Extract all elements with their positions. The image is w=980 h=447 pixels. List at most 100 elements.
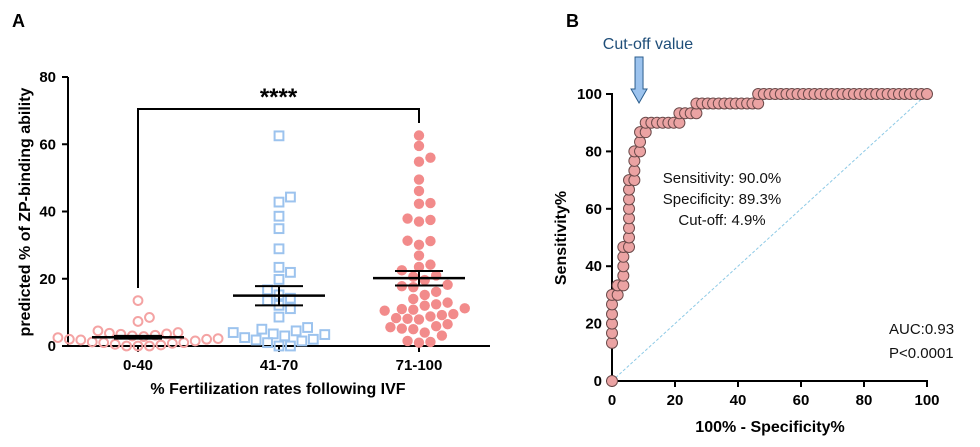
data-point-41-70: [239, 332, 251, 343]
data-point-71-100: [413, 216, 425, 227]
y-tick-label: 100: [577, 86, 602, 103]
data-point-71-100: [425, 214, 436, 226]
data-point-41-70: [273, 274, 285, 285]
auc-text: AUC:0.93: [889, 321, 954, 338]
data-point-71-100: [425, 311, 436, 322]
data-point-0-40: [92, 325, 104, 337]
data-point-41-70: [273, 243, 285, 255]
data-point-71-100: [408, 281, 419, 293]
y-tick-label: 0: [594, 373, 602, 390]
data-point-71-100: [408, 293, 419, 305]
data-point-71-100: [430, 320, 442, 332]
y-tick-label: 80: [39, 69, 56, 86]
data-point-41-70: [273, 196, 285, 208]
data-point-0-40: [109, 338, 121, 350]
data-point-41-70: [307, 333, 319, 345]
data-point-71-100: [413, 185, 425, 197]
data-point-71-100: [408, 323, 419, 335]
data-point-0-40: [144, 312, 155, 323]
data-point-41-70: [273, 261, 285, 273]
data-point-41-70: [285, 303, 296, 315]
y-tick-label: 60: [585, 201, 602, 218]
data-point-71-100: [396, 323, 408, 334]
data-point-71-100: [413, 174, 425, 185]
annotation-sensitivity: Sensitivity: 90.0%: [663, 170, 781, 187]
data-point-41-70: [285, 266, 296, 278]
data-point-41-70: [285, 292, 296, 304]
data-point-0-40: [132, 316, 144, 327]
data-point-41-70: [267, 328, 279, 340]
data-point-71-100: [442, 279, 453, 291]
panel-a: A predicted % of ZP-binding ability % Fe…: [12, 11, 490, 398]
data-point-71-100: [408, 271, 419, 282]
x-tick-label: 20: [667, 392, 684, 409]
data-point-0-40: [155, 339, 167, 351]
data-point-71-100: [413, 314, 425, 325]
data-point-0-40: [189, 335, 201, 347]
panel-b-y-axis-label: Sensitivity%: [553, 191, 570, 285]
roc-point: [606, 375, 618, 387]
data-point-71-100: [419, 300, 430, 311]
annotation-cutoff: Cut-off: 4.9%: [678, 212, 765, 229]
data-point-0-40: [144, 340, 155, 352]
significance-bracket: [137, 108, 420, 288]
roc-point: [921, 88, 933, 100]
data-point-71-100: [413, 156, 425, 167]
x-tick-label: 0-40: [123, 357, 153, 374]
data-point-71-100: [425, 152, 436, 163]
data-point-0-40: [201, 333, 213, 345]
data-point-71-100: [413, 261, 425, 273]
data-point-71-100: [425, 259, 436, 270]
data-point-71-100: [402, 313, 413, 324]
annotation-specificity: Specificity: 89.3%: [663, 191, 781, 208]
data-point-71-100: [413, 239, 425, 250]
data-point-71-100: [425, 235, 436, 247]
y-tick-label: 40: [39, 204, 56, 221]
data-point-71-100: [442, 318, 453, 330]
data-point-0-40: [132, 340, 144, 352]
data-point-0-40: [132, 295, 144, 307]
data-point-71-100: [396, 303, 408, 315]
data-point-71-100: [436, 309, 448, 321]
data-point-41-70: [250, 334, 262, 346]
data-point-71-100: [413, 198, 425, 209]
data-point-71-100: [390, 312, 402, 324]
data-point-0-40: [75, 334, 87, 346]
data-point-71-100: [379, 305, 390, 316]
panel-b-label: B: [566, 11, 579, 31]
data-point-0-40: [172, 327, 184, 338]
data-point-71-100: [402, 235, 413, 246]
data-point-0-40: [63, 333, 75, 345]
data-point-41-70: [273, 130, 285, 142]
data-point-41-70: [285, 191, 296, 203]
x-tick-label: 40: [730, 392, 747, 409]
data-point-71-100: [413, 130, 425, 141]
data-point-0-40: [166, 337, 178, 349]
data-point-41-70: [319, 329, 331, 340]
data-point-71-100: [459, 303, 470, 314]
y-tick-label: 0: [48, 338, 56, 355]
data-point-41-70: [273, 340, 285, 352]
y-tick-label: 20: [39, 271, 56, 288]
data-point-71-100: [413, 337, 425, 348]
x-tick-label: 100: [914, 392, 939, 409]
data-point-41-70: [256, 323, 268, 335]
data-point-41-70: [262, 337, 273, 349]
data-point-71-100: [419, 274, 430, 286]
panel-a-label: A: [12, 11, 25, 31]
data-point-41-70: [290, 325, 302, 337]
x-tick-label: 80: [856, 392, 873, 409]
data-point-71-100: [419, 327, 430, 338]
data-point-71-100: [425, 197, 436, 209]
x-tick-label: 41-70: [260, 357, 298, 374]
x-tick-label: 71-100: [396, 357, 443, 374]
panel-a-y-axis-label: predicted % of ZP-binding ability: [17, 87, 34, 336]
data-point-71-100: [413, 250, 425, 261]
chance-reference-line: [611, 93, 928, 382]
data-point-41-70: [262, 295, 273, 307]
data-point-71-100: [419, 289, 430, 301]
cutoff-label: Cut-off value: [603, 36, 694, 53]
y-tick-label: 60: [39, 136, 56, 153]
data-point-41-70: [273, 311, 285, 323]
